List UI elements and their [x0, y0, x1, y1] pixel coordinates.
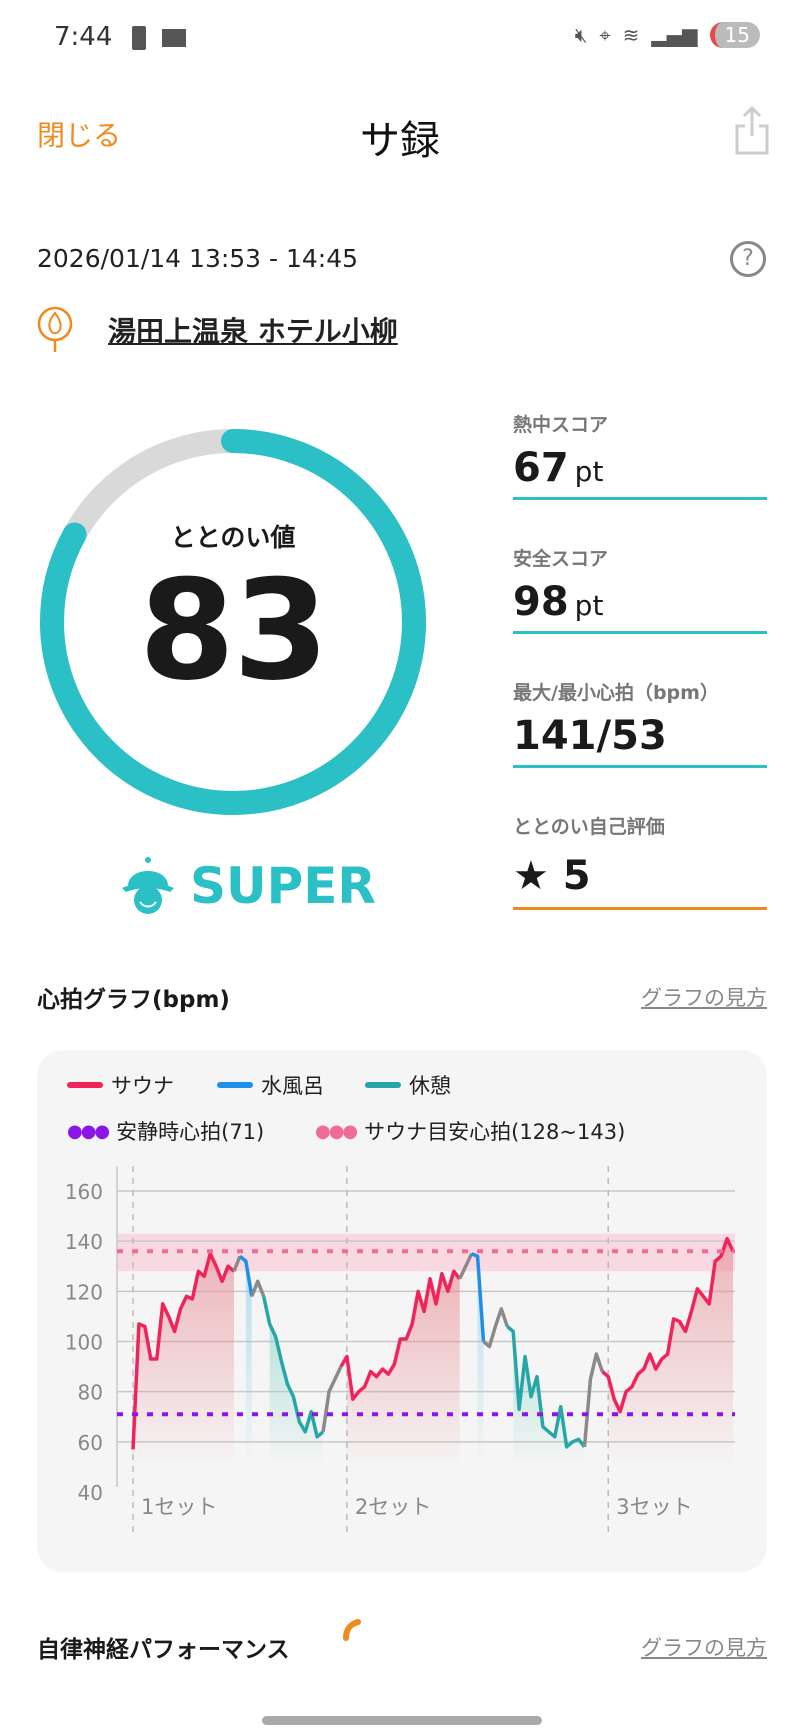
- signal-icon: ▂▄▆: [651, 23, 698, 47]
- sauna-area: [346, 1271, 460, 1462]
- transition-line: [482, 1307, 509, 1349]
- metric-underline: [513, 497, 767, 500]
- sauna-hat-icon: [122, 857, 174, 914]
- water-line: [238, 1254, 254, 1297]
- metric-self-rating: ととのい自己評価 ★ 5: [513, 812, 767, 910]
- share-icon[interactable]: [734, 106, 770, 156]
- y-tick-label: 140: [65, 1230, 103, 1254]
- transition-line: [232, 1255, 242, 1272]
- rest-line: [261, 1295, 325, 1439]
- rest-area: [513, 1331, 585, 1462]
- help-icon[interactable]: ?: [730, 241, 766, 277]
- legend-dots: ●●●: [67, 1120, 110, 1142]
- sauna-line: [131, 1251, 236, 1450]
- metric-underline: [513, 631, 767, 634]
- loading-icon: [343, 1619, 361, 1641]
- legend-rest: 休憩: [365, 1070, 451, 1100]
- water-area: [477, 1256, 484, 1462]
- legend-label: 水風呂: [261, 1074, 324, 1098]
- mute-icon: 🔇︎: [574, 23, 588, 47]
- legend-water: 水風呂: [217, 1070, 324, 1100]
- legend-label: 安静時心拍(71): [116, 1120, 265, 1144]
- transition-line: [321, 1365, 343, 1433]
- legend-swatch: [365, 1082, 401, 1088]
- metric-max-min-hr: 最大/最小心拍（bpm） 141/53: [513, 678, 767, 768]
- session-datetime: 2026/01/14 13:53 - 14:45: [37, 244, 359, 273]
- y-tick-label: 40: [78, 1481, 103, 1505]
- mail-icon: [162, 29, 186, 47]
- sauna-location-icon: [37, 306, 73, 352]
- totonoi-label: ととのい値: [170, 523, 296, 552]
- y-tick-label: 80: [78, 1381, 103, 1405]
- rest-area: [269, 1323, 324, 1462]
- status-time: 7:44: [54, 22, 113, 52]
- heart-graph-howto-link[interactable]: グラフの見方: [641, 986, 767, 1010]
- metric-underline: [513, 765, 767, 768]
- sauna-line: [601, 1236, 735, 1414]
- wifi-icon: ≋: [622, 23, 640, 47]
- metric-unit: pt: [574, 455, 604, 488]
- set-label: 1セット: [141, 1495, 217, 1519]
- close-button[interactable]: 閉じる: [37, 119, 122, 152]
- metric-value: 67: [513, 445, 569, 491]
- rating-value: ★ 5: [513, 853, 591, 899]
- legend-swatch: [67, 1082, 103, 1088]
- ans-title: 自律神経パフォーマンス: [37, 1637, 290, 1663]
- legend-dots: ●●●: [315, 1120, 358, 1142]
- metric-heat-score: 熱中スコア 67 pt: [513, 410, 767, 500]
- totonoi-value: 83: [138, 550, 329, 711]
- metric-value: 98: [513, 579, 569, 625]
- metric-label: 安全スコア: [513, 548, 609, 570]
- transition-line: [582, 1352, 604, 1448]
- page-title: サ録: [360, 118, 440, 164]
- metric-underline: [513, 907, 767, 910]
- legend-swatch: [217, 1082, 253, 1088]
- venue-link[interactable]: 湯田上温泉 ホテル小柳: [108, 315, 398, 348]
- transition-line: [250, 1279, 266, 1297]
- y-tick-label: 160: [65, 1180, 103, 1204]
- legend-label: サウナ目安心拍(128~143): [364, 1120, 626, 1144]
- ans-howto-link[interactable]: グラフの見方: [641, 1636, 767, 1660]
- legend-label: サウナ: [111, 1074, 174, 1098]
- transition-line: [458, 1252, 474, 1280]
- legend-label: 休憩: [409, 1074, 451, 1098]
- heart-rate-chart: 160 140 120 100 80 60 40 1セット 2セット 3セット: [65, 1166, 735, 1532]
- legend-sauna: サウナ: [67, 1070, 174, 1100]
- home-indicator[interactable]: [262, 1716, 542, 1725]
- rest-line: [506, 1325, 586, 1449]
- notification-badge: 15: [709, 22, 760, 48]
- ring-progress: [40, 429, 426, 815]
- heart-graph-card: サウナ 水風呂 休憩 ●●● 安静時心拍(71) ●●● サウナ目安心拍(128~1…: [37, 1050, 767, 1572]
- metric-label: ととのい自己評価: [513, 816, 665, 838]
- location-icon: ⌖: [599, 23, 611, 47]
- sauna-area: [133, 1253, 234, 1462]
- metric-label: 最大/最小心拍（bpm）: [513, 682, 719, 704]
- metric-value: 141/53: [513, 713, 667, 759]
- water-line: [470, 1252, 486, 1342]
- rank: SUPER: [120, 856, 376, 916]
- y-tick-label: 60: [78, 1431, 103, 1455]
- legend-sauna-target: ●●● サウナ目安心拍(128~143): [315, 1116, 625, 1146]
- sauna-line: [339, 1269, 462, 1401]
- totonoi-ring: [40, 429, 426, 815]
- metric-unit: pt: [574, 589, 604, 622]
- legend-resting-hr: ●●● 安静時心拍(71): [67, 1116, 264, 1146]
- status-icons: 🔇︎ ⌖ ≋ ▂▄▆ 15: [575, 22, 760, 48]
- set-label: 2セット: [355, 1495, 431, 1519]
- set-label: 3セット: [616, 1495, 692, 1519]
- metric-safety-score: 安全スコア 98 pt: [513, 544, 767, 634]
- y-tick-label: 100: [65, 1331, 103, 1355]
- heart-graph-title: 心拍グラフ(bpm): [37, 987, 230, 1013]
- rank-label: SUPER: [190, 857, 376, 915]
- battery-alert-icon: [132, 26, 146, 50]
- water-area: [245, 1261, 252, 1462]
- y-tick-label: 120: [65, 1280, 103, 1304]
- metric-label: 熱中スコア: [513, 414, 609, 436]
